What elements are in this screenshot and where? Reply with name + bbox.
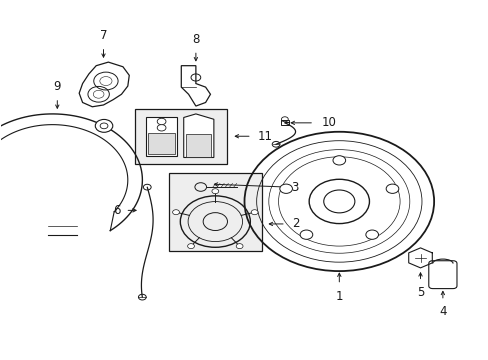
Circle shape (157, 125, 165, 131)
Text: 4: 4 (438, 305, 446, 318)
Circle shape (279, 184, 292, 193)
Circle shape (251, 210, 258, 215)
Circle shape (172, 210, 179, 215)
Circle shape (365, 230, 378, 239)
Circle shape (211, 189, 218, 194)
FancyBboxPatch shape (428, 261, 456, 289)
Text: 1: 1 (335, 290, 343, 303)
Text: 11: 11 (258, 130, 273, 143)
Circle shape (300, 230, 312, 239)
Text: 9: 9 (54, 80, 61, 93)
Bar (169, 173, 261, 251)
Bar (148, 133, 175, 154)
Circle shape (157, 118, 165, 125)
Bar (135, 109, 227, 164)
Text: 5: 5 (416, 287, 423, 300)
Polygon shape (186, 134, 211, 157)
Text: 8: 8 (192, 33, 199, 46)
Bar (145, 117, 177, 156)
Circle shape (332, 156, 345, 165)
Text: 10: 10 (321, 116, 336, 129)
Circle shape (308, 179, 369, 224)
Circle shape (95, 120, 113, 132)
Circle shape (187, 244, 194, 249)
Polygon shape (183, 114, 213, 157)
Circle shape (236, 244, 243, 249)
Text: 6: 6 (113, 204, 120, 217)
Text: 2: 2 (291, 217, 299, 230)
Bar (281, 120, 288, 125)
Text: 7: 7 (100, 30, 107, 42)
Circle shape (386, 184, 398, 193)
Text: 3: 3 (291, 180, 299, 194)
